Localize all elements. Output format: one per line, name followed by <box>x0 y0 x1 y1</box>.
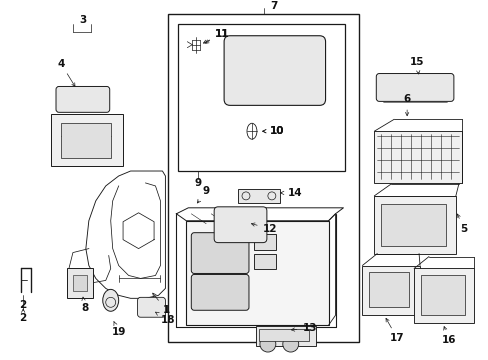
Text: 14: 14 <box>280 188 302 198</box>
FancyBboxPatch shape <box>56 86 109 112</box>
Text: 11: 11 <box>205 29 229 43</box>
FancyBboxPatch shape <box>51 114 122 166</box>
Text: 2: 2 <box>20 300 27 310</box>
FancyBboxPatch shape <box>214 207 266 243</box>
Text: 15: 15 <box>409 57 424 74</box>
Circle shape <box>282 336 298 352</box>
Text: 3: 3 <box>79 15 86 25</box>
Text: 6: 6 <box>403 94 410 116</box>
Bar <box>253 253 275 270</box>
Text: 9: 9 <box>194 178 202 188</box>
Circle shape <box>260 336 275 352</box>
Text: 7: 7 <box>269 1 277 11</box>
Bar <box>73 275 87 291</box>
FancyBboxPatch shape <box>137 297 165 317</box>
Bar <box>381 204 445 246</box>
Text: 12: 12 <box>251 223 277 234</box>
Text: 18: 18 <box>155 312 175 325</box>
Text: 19: 19 <box>111 322 125 337</box>
Bar <box>368 273 408 307</box>
Text: 2: 2 <box>20 309 27 323</box>
Ellipse shape <box>102 289 119 311</box>
Bar <box>238 189 279 203</box>
Text: 10: 10 <box>262 126 284 136</box>
Bar <box>255 326 315 346</box>
Bar <box>258 329 308 341</box>
Bar <box>178 24 345 171</box>
FancyBboxPatch shape <box>186 221 328 325</box>
Bar <box>413 269 473 323</box>
Bar <box>373 131 461 183</box>
Bar <box>373 196 455 253</box>
Text: 16: 16 <box>441 327 455 345</box>
Bar <box>61 123 110 158</box>
Text: 9: 9 <box>197 186 209 203</box>
Bar <box>253 234 275 249</box>
FancyBboxPatch shape <box>224 36 325 105</box>
FancyBboxPatch shape <box>191 274 248 310</box>
Text: 10: 10 <box>262 126 284 136</box>
Text: 11: 11 <box>203 29 229 43</box>
Bar <box>362 266 419 315</box>
Text: 4: 4 <box>57 59 75 86</box>
FancyBboxPatch shape <box>376 73 453 102</box>
Text: 8: 8 <box>81 297 88 313</box>
Text: 5: 5 <box>456 214 467 234</box>
Text: 1: 1 <box>152 293 170 315</box>
FancyBboxPatch shape <box>191 233 248 274</box>
Text: 17: 17 <box>385 318 404 343</box>
FancyBboxPatch shape <box>67 269 93 298</box>
Bar <box>420 275 464 315</box>
Bar <box>168 14 359 342</box>
Text: 13: 13 <box>291 323 316 333</box>
